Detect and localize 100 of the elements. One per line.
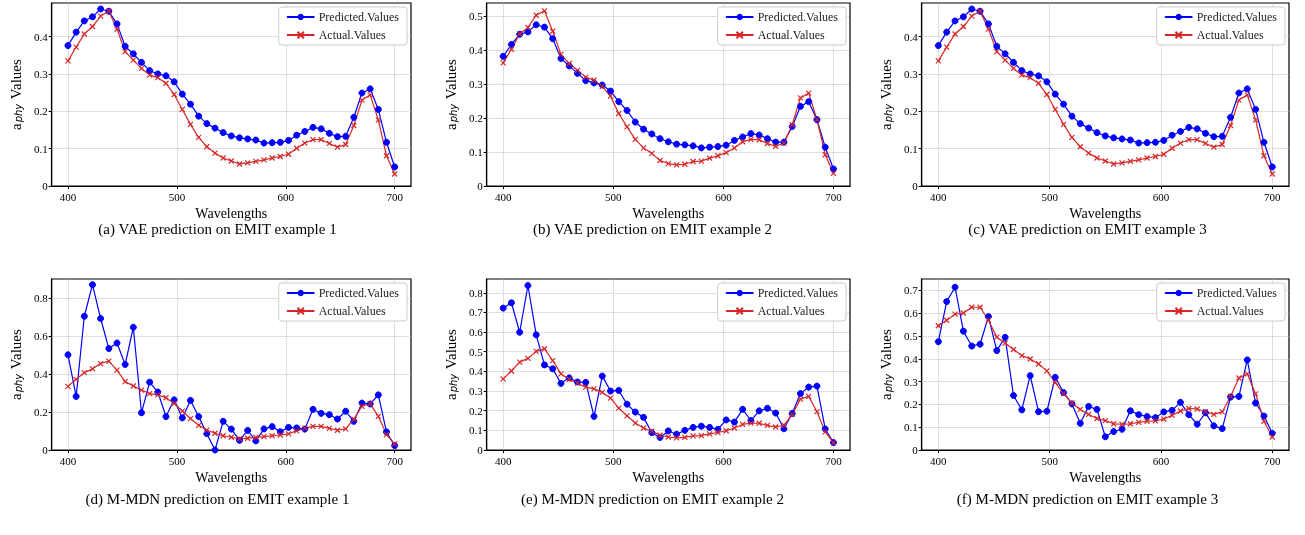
point	[805, 98, 813, 106]
point	[640, 125, 648, 133]
point	[599, 389, 606, 396]
point	[113, 339, 121, 347]
y-axis-title: aphy Values	[877, 58, 894, 131]
point	[334, 427, 341, 434]
point	[1243, 356, 1251, 364]
point	[1169, 412, 1176, 419]
x-axis-title: Wavelengths	[632, 470, 705, 486]
point	[334, 415, 341, 423]
point	[557, 51, 565, 58]
point	[121, 361, 129, 368]
point	[723, 149, 730, 156]
point	[1076, 120, 1084, 128]
point	[211, 124, 219, 132]
point	[549, 357, 556, 364]
point	[342, 132, 350, 140]
point	[227, 425, 235, 433]
point	[138, 387, 145, 394]
point	[934, 42, 942, 50]
point	[162, 394, 170, 401]
point	[227, 132, 235, 140]
point	[706, 143, 714, 151]
point	[582, 378, 590, 386]
point	[309, 423, 317, 430]
point	[1135, 419, 1142, 426]
point	[763, 404, 771, 412]
point	[309, 123, 317, 131]
y-tick-label: 0.5	[468, 9, 484, 22]
y-tick-label: 0.3	[468, 385, 484, 398]
point	[211, 430, 219, 437]
point	[689, 142, 697, 150]
point	[105, 357, 112, 365]
point	[244, 135, 252, 143]
legend-label: Predicted.Values	[318, 286, 400, 300]
point	[1102, 157, 1109, 165]
point	[763, 135, 771, 143]
y-tick-label: 0	[477, 180, 484, 192]
point	[1001, 333, 1009, 341]
point	[137, 409, 145, 417]
point	[195, 112, 203, 120]
point	[598, 372, 606, 380]
point	[1194, 405, 1201, 413]
point	[105, 345, 113, 353]
point	[524, 281, 532, 289]
point	[623, 123, 631, 130]
point	[1085, 150, 1092, 157]
y-tick-label: 0.5	[903, 330, 919, 342]
point	[89, 365, 96, 372]
point	[1143, 412, 1151, 420]
point	[1260, 138, 1268, 146]
point	[1009, 392, 1017, 400]
y-tick-label: 0	[912, 444, 919, 456]
y-tick-label: 0.1	[468, 145, 483, 158]
point	[1260, 418, 1268, 425]
point	[706, 155, 713, 162]
point	[959, 327, 967, 335]
point	[631, 118, 639, 126]
point	[1143, 139, 1151, 147]
point	[805, 383, 813, 391]
point	[187, 396, 194, 404]
point	[129, 50, 137, 58]
point	[1151, 138, 1159, 146]
point	[532, 21, 540, 29]
point	[374, 391, 382, 399]
point	[383, 152, 390, 159]
point	[318, 423, 325, 430]
point	[640, 144, 647, 151]
point	[960, 309, 967, 317]
point	[722, 416, 730, 424]
point	[146, 378, 154, 386]
point	[178, 90, 186, 98]
point	[162, 80, 170, 87]
point	[154, 74, 161, 81]
point	[541, 7, 548, 14]
point	[935, 57, 942, 64]
point	[557, 379, 565, 387]
point	[797, 395, 804, 403]
point	[1268, 163, 1276, 171]
point	[615, 405, 622, 412]
point	[747, 136, 754, 143]
point	[1001, 50, 1009, 58]
point	[1018, 71, 1025, 79]
point	[524, 24, 532, 31]
point	[960, 23, 967, 30]
point	[1068, 134, 1076, 141]
point	[1185, 136, 1192, 143]
point	[374, 105, 382, 113]
point	[607, 87, 615, 95]
point	[276, 138, 284, 146]
y-tick-label: 0	[42, 444, 49, 456]
point	[358, 403, 366, 410]
point	[549, 365, 557, 373]
point	[739, 405, 747, 413]
y-tick-label: 0.7	[468, 306, 484, 319]
point	[813, 408, 821, 415]
point	[1102, 417, 1109, 424]
point	[64, 383, 72, 390]
point	[1110, 428, 1118, 436]
point	[1135, 411, 1143, 419]
